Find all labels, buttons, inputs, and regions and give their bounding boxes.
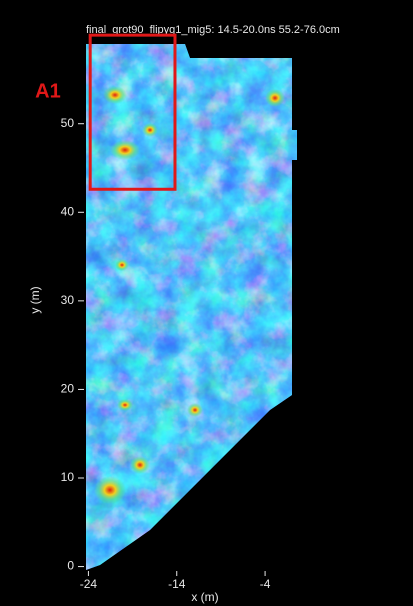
y-tick-label: 20 xyxy=(61,382,75,396)
annotation-box xyxy=(88,33,177,191)
y-tick-label: 30 xyxy=(61,293,75,307)
x-tick-label: -24 xyxy=(80,577,98,591)
y-axis-label: y (m) xyxy=(28,286,42,313)
x-tick-label: -4 xyxy=(260,577,271,591)
x-axis-label: x (m) xyxy=(191,590,218,604)
x-tick-label: -14 xyxy=(168,577,186,591)
y-tick-label: 0 xyxy=(67,559,74,573)
y-tick-label: 10 xyxy=(61,470,75,484)
y-tick-label: 50 xyxy=(61,116,75,130)
y-tick-label: 40 xyxy=(61,204,75,218)
gpr-slice xyxy=(86,44,297,570)
annotation-label: A1 xyxy=(35,80,61,102)
chart-title: final_grot90_flipyg1_mig5: 14.5-20.0ns 5… xyxy=(86,24,340,36)
